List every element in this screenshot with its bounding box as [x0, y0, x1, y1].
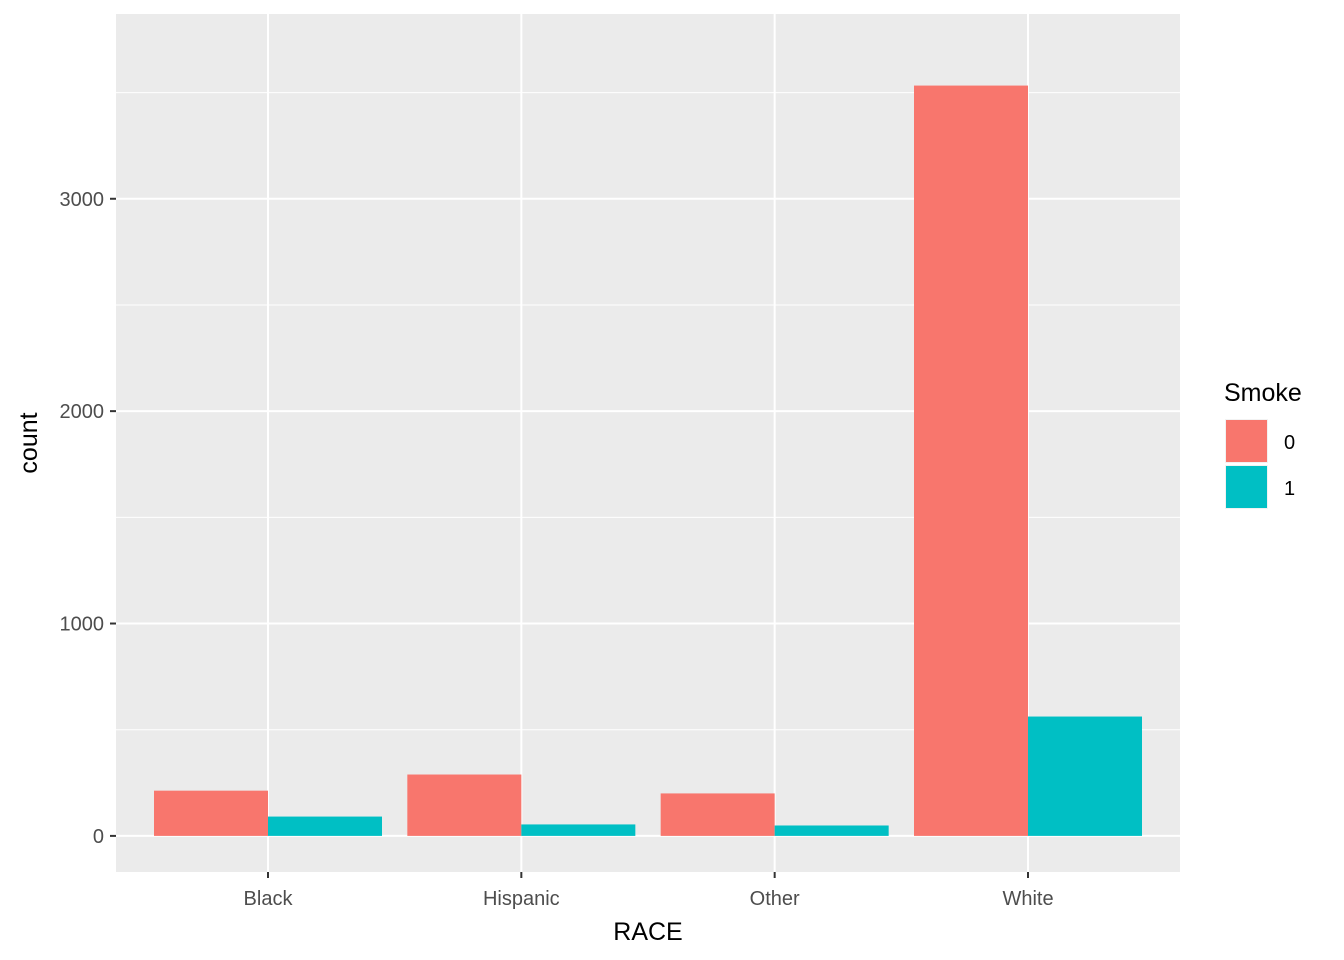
- bar-hispanic-smoke-1: [521, 824, 636, 836]
- bars: [154, 85, 1142, 836]
- bar-black-smoke-0: [154, 790, 268, 836]
- bar-white-smoke-1: [1028, 716, 1142, 836]
- legend-label-0: 0: [1284, 432, 1295, 454]
- legend-label-1: 1: [1284, 478, 1295, 500]
- x-axis-title: RACE: [613, 918, 682, 946]
- legend-swatch-0: [1226, 420, 1267, 462]
- y-tick-label: 1000: [60, 614, 105, 636]
- bar-white-smoke-0: [914, 85, 1028, 836]
- x-tick-label: Black: [244, 888, 294, 910]
- bar-hispanic-smoke-0: [407, 774, 522, 836]
- bar-other-smoke-1: [774, 825, 889, 836]
- y-tick-label: 2000: [60, 401, 105, 423]
- legend: Smoke 0 1: [1224, 379, 1302, 509]
- x-tick-label: Hispanic: [483, 888, 560, 910]
- y-tick-label: 0: [93, 826, 104, 848]
- bar-other-smoke-0: [660, 793, 775, 836]
- y-axis: 0 1000 2000 3000: [60, 189, 116, 848]
- bar-black-smoke-1: [268, 816, 382, 836]
- x-tick-label: Other: [750, 888, 800, 910]
- y-tick-label: 3000: [60, 189, 105, 211]
- y-axis-title: count: [15, 412, 43, 473]
- legend-swatch-1: [1226, 466, 1267, 508]
- x-tick-label: White: [1002, 888, 1053, 910]
- x-axis: Black Hispanic Other White: [244, 872, 1054, 910]
- legend-title: Smoke: [1224, 379, 1302, 407]
